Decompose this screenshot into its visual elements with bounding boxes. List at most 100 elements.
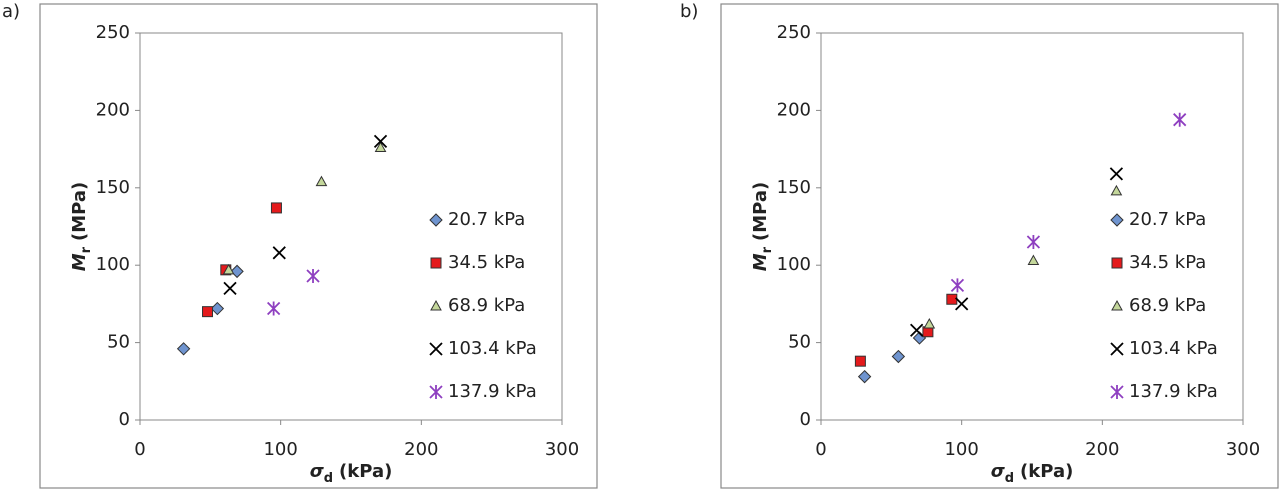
unit: (MPa) [750, 182, 771, 241]
x-tick-label: 300 [1226, 439, 1260, 460]
marker [210, 301, 225, 316]
marker [222, 263, 235, 275]
x [272, 246, 286, 260]
y-axis-title: Mr (MPa) [69, 182, 94, 272]
marker [223, 281, 237, 296]
marker [946, 293, 958, 305]
marker [272, 246, 286, 260]
marker [270, 202, 282, 214]
y-tick-label: 100 [96, 254, 130, 275]
diamond [230, 264, 244, 279]
marker [1027, 254, 1040, 266]
square [946, 293, 958, 305]
marker [1110, 213, 1124, 227]
marker [1110, 342, 1124, 356]
y-tick-label: 0 [800, 409, 811, 430]
x-tick-label: 200 [1085, 439, 1119, 460]
marker [950, 278, 965, 293]
marker [306, 269, 320, 284]
y-tick-label: 200 [96, 99, 130, 120]
subscript: d [1005, 471, 1014, 486]
unit: (MPa) [69, 182, 90, 241]
y-tick-label: 150 [96, 177, 130, 198]
panel-label: b) [680, 1, 698, 22]
diamond [857, 369, 872, 384]
marker [910, 323, 924, 337]
marker [430, 257, 442, 269]
x-axis-title: σd (kPa) [310, 461, 393, 486]
symbol: M [750, 253, 771, 271]
x-tick-label: 0 [815, 439, 826, 460]
legend-label: 34.5 kPa [448, 252, 525, 273]
y-tick-label: 100 [777, 254, 811, 275]
star [266, 301, 281, 316]
marker [230, 264, 244, 279]
y-tick-label: 0 [119, 409, 130, 430]
legend-label: 68.9 kPa [1129, 295, 1206, 316]
triangle [315, 175, 328, 187]
x-axis-title: σd (kPa) [991, 461, 1074, 486]
x-tick-label: 100 [944, 439, 978, 460]
y-tick-label: 50 [107, 332, 130, 353]
panel-frame [720, 3, 1279, 489]
marker [266, 301, 281, 316]
square [270, 202, 282, 214]
x [223, 281, 237, 296]
marker [1109, 167, 1124, 181]
diamond [429, 213, 443, 227]
marker [373, 134, 388, 148]
triangle [923, 317, 936, 329]
marker [891, 349, 906, 364]
y-tick-label: 150 [777, 177, 811, 198]
subscript: r [79, 246, 94, 253]
marker [429, 385, 443, 399]
triangle [1027, 254, 1040, 266]
panel-label: a) [2, 1, 20, 22]
diamond [1110, 213, 1124, 227]
symbol: σ [991, 461, 1006, 482]
x [429, 342, 443, 356]
unit: (kPa) [1020, 461, 1073, 482]
x-tick-label: 300 [545, 439, 579, 460]
subscript: r [760, 246, 775, 253]
triangle [222, 263, 235, 275]
diamond [891, 349, 906, 364]
star [950, 278, 965, 293]
y-tick-label: 50 [788, 332, 811, 353]
star [306, 269, 320, 284]
x-tick-label: 200 [404, 439, 438, 460]
legend-label: 103.4 kPa [448, 338, 537, 359]
square [854, 355, 866, 367]
y-tick-label: 250 [777, 22, 811, 43]
triangle [374, 141, 387, 153]
symbol: σ [310, 461, 325, 482]
x-tick-label: 0 [134, 439, 145, 460]
marker [429, 342, 443, 356]
x [910, 323, 924, 337]
marker [1111, 257, 1123, 269]
marker [315, 175, 328, 187]
triangle [1111, 299, 1123, 311]
marker [1110, 184, 1123, 196]
star [1026, 234, 1041, 249]
star [1110, 385, 1124, 399]
marker [1026, 234, 1041, 249]
legend-label: 68.9 kPa [448, 295, 525, 316]
marker [857, 369, 872, 384]
legend-label: 20.7 kPa [448, 209, 525, 230]
plot-area [820, 32, 1244, 421]
diamond [210, 301, 225, 316]
subscript: d [324, 471, 333, 486]
marker [1110, 385, 1124, 399]
legend-label: 34.5 kPa [1129, 252, 1206, 273]
legend-label: 137.9 kPa [448, 381, 537, 402]
star [1173, 112, 1187, 127]
marker [1111, 299, 1123, 311]
y-tick-label: 200 [777, 99, 811, 120]
x [1110, 342, 1124, 356]
legend-label: 137.9 kPa [1129, 381, 1218, 402]
marker [923, 317, 936, 329]
marker [430, 299, 442, 311]
plot-area [139, 32, 563, 421]
